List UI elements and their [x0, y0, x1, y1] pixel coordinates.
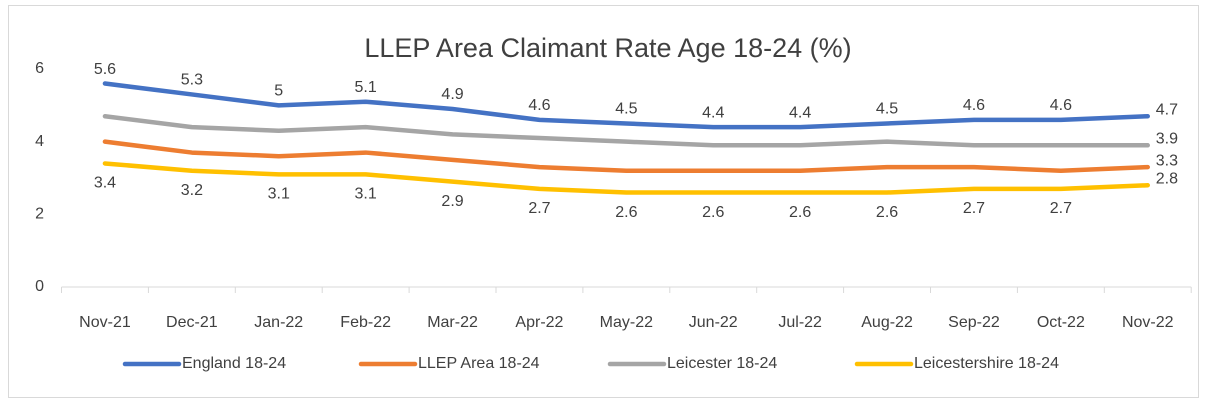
y-tick-label: 0	[35, 278, 44, 295]
y-tick-label: 2	[35, 206, 44, 223]
data-label: 2.8	[1156, 170, 1178, 187]
x-tick-label: Jun-22	[689, 314, 738, 331]
data-label: 4.7	[1156, 101, 1178, 118]
data-label: 5	[274, 83, 283, 100]
data-label: 2.6	[702, 204, 724, 221]
data-label: 2.7	[963, 200, 985, 217]
data-label: 2.6	[789, 204, 811, 221]
data-label: 4.5	[615, 101, 637, 118]
x-tick-label: Feb-22	[340, 314, 391, 331]
x-tick-label: Jan-22	[254, 314, 303, 331]
series-line	[102, 81, 1150, 130]
chart-border	[8, 5, 1199, 398]
x-tick-label: Oct-22	[1037, 314, 1085, 331]
x-tick-label: May-22	[600, 314, 653, 331]
data-label: 2.6	[615, 204, 637, 221]
y-tick-label: 4	[35, 133, 44, 150]
data-label: 5.1	[355, 79, 377, 96]
x-tick-label: Dec-21	[166, 314, 218, 331]
series-line	[102, 161, 1150, 195]
chart-title: LLEP Area Claimant Rate Age 18-24 (%)	[364, 33, 851, 63]
x-tick-label: Nov-21	[79, 314, 131, 331]
data-label: 3.1	[355, 186, 377, 203]
x-tick-label: Sep-22	[948, 314, 1000, 331]
legend-label: LLEP Area 18-24	[418, 355, 540, 372]
x-tick-label: Aug-22	[861, 314, 913, 331]
data-label: 4.4	[789, 104, 811, 121]
data-label: 3.4	[94, 175, 116, 192]
x-tick-label: Jul-22	[778, 314, 822, 331]
data-label: 2.7	[1050, 200, 1072, 217]
data-label: 3.3	[1156, 152, 1178, 169]
data-label: 4.6	[963, 97, 985, 114]
data-label: 4.6	[1050, 97, 1072, 114]
data-label: 4.6	[528, 97, 550, 114]
data-label: 3.1	[268, 186, 290, 203]
data-label: 2.7	[528, 200, 550, 217]
data-label: 5.3	[181, 72, 203, 89]
legend-label: Leicestershire 18-24	[914, 355, 1059, 372]
y-tick-label: 6	[35, 60, 44, 77]
data-label: 3.9	[1156, 131, 1178, 148]
data-label: 4.5	[876, 101, 898, 118]
x-tick-label: Mar-22	[427, 314, 478, 331]
data-label: 2.6	[876, 204, 898, 221]
legend-label: England 18-24	[182, 355, 286, 372]
data-label: 3.2	[181, 182, 203, 199]
data-label: 4.4	[702, 104, 724, 121]
series-line	[102, 139, 1150, 173]
data-label: 2.9	[441, 193, 463, 210]
legend-label: Leicester 18-24	[667, 355, 777, 372]
x-tick-label: Apr-22	[515, 314, 563, 331]
series-line	[102, 113, 1150, 148]
data-label: 5.6	[94, 61, 116, 78]
x-tick-label: Nov-22	[1122, 314, 1174, 331]
data-label: 4.9	[441, 86, 463, 103]
